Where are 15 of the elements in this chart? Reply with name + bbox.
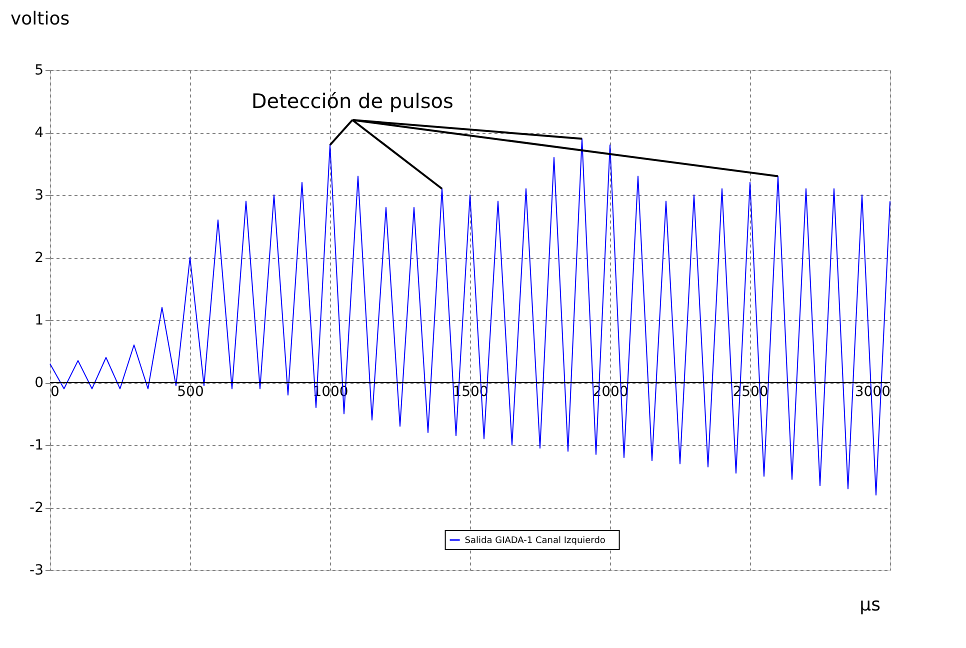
y-tick-label: -2: [30, 500, 44, 516]
y-tick-label: -3: [30, 562, 44, 578]
y-tick-label: -1: [30, 438, 44, 454]
x-tick-label: 500: [177, 384, 204, 400]
y-tick-label: 3: [34, 188, 44, 204]
y-tick-label: 5: [34, 62, 44, 78]
x-tick-label: 0: [50, 384, 60, 400]
line-series: [50, 138, 890, 496]
x-axis-title: µs: [860, 594, 880, 616]
y-tick-label: 1: [34, 312, 44, 328]
y-tick-label: 2: [34, 250, 44, 266]
y-tick-label: 4: [34, 125, 44, 141]
annotation: Detección de pulsos: [251, 89, 454, 113]
legend-label: Salida GIADA-1 Canal Izquierdo: [464, 536, 606, 546]
y-axis-title: voltios: [10, 8, 70, 30]
